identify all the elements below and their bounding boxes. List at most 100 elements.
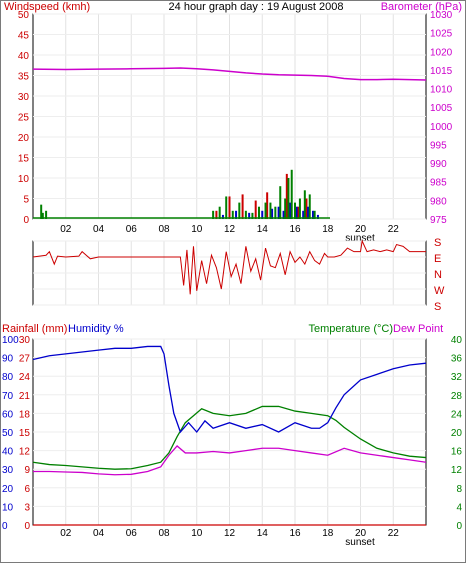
temperature-tick-label: 24 xyxy=(451,409,463,420)
rainfall-tick-label: 12 xyxy=(19,447,31,458)
wind-gust-bar xyxy=(295,206,298,219)
wind-speed-bar xyxy=(40,204,43,219)
p1-x-tick-label: 16 xyxy=(289,224,301,235)
humidity-tick-label: 90 xyxy=(2,354,14,365)
wind-speed-bar xyxy=(257,206,260,219)
p1-x-tick-label: 02 xyxy=(60,224,72,235)
rainfall-tick-label: 21 xyxy=(19,391,31,402)
wind-gust-bar xyxy=(271,208,274,219)
panel-1-sunset-label: sunset xyxy=(345,233,375,244)
windspeed-tick-label: 15 xyxy=(18,154,30,165)
humidity-axis-label: Humidity % xyxy=(68,323,124,335)
wind-gust-bar xyxy=(289,202,292,219)
humidity-line xyxy=(32,345,427,434)
wind-high-bar xyxy=(266,192,269,219)
wind-speed-bar xyxy=(244,210,247,219)
p1-x-tick-label: 14 xyxy=(257,224,269,235)
temperature-axis-label: Temperature (°C) xyxy=(309,323,393,335)
barometer-tick-label: 1030 xyxy=(430,10,453,21)
windspeed-tick-label: 30 xyxy=(18,92,30,103)
humidity-tick-label: 30 xyxy=(2,465,14,476)
rainfall-axis-ticks: 0 3 6 9 12 15 18 21 24 27 30 xyxy=(19,335,31,532)
wind-gust-bar xyxy=(282,210,285,219)
humidity-tick-label: 80 xyxy=(2,372,14,383)
p3-x-tick-label: 20 xyxy=(355,528,367,539)
p3-x-tick-label: 14 xyxy=(257,528,269,539)
p1-x-tick-label: 20 xyxy=(355,224,367,235)
temperature-tick-label: 8 xyxy=(456,484,462,495)
wind-gust-bar xyxy=(221,214,224,219)
rainfall-tick-label: 27 xyxy=(19,354,31,365)
barometer-line xyxy=(32,67,427,81)
humidity-tick-label: 20 xyxy=(2,484,14,495)
wind-speed-bar xyxy=(225,196,228,219)
wind-direction-line xyxy=(32,239,426,295)
rainfall-tick-label: 15 xyxy=(19,428,31,439)
rainfall-tick-label: 18 xyxy=(19,409,31,420)
wind-direction-series xyxy=(32,239,426,295)
panel-3-x-axis-ticks: 02 04 06 08 10 12 14 16 18 20 22 xyxy=(60,528,399,539)
windspeed-tick-label: 10 xyxy=(18,174,30,185)
rainfall-axis-label: Rainfall (mm) xyxy=(2,323,67,335)
temperature-tick-label: 28 xyxy=(451,391,463,402)
barometer-tick-label: 1015 xyxy=(430,66,453,77)
wind-gust-bar xyxy=(235,210,238,219)
temperature-line xyxy=(32,405,427,470)
wind-speed-bar xyxy=(269,202,272,219)
wind-high-bar xyxy=(297,206,300,219)
wind-speed-bar xyxy=(274,206,277,219)
windspeed-axis-ticks: 0 5 10 15 20 25 30 35 40 45 50 xyxy=(18,10,30,226)
wind-speed-bar xyxy=(290,169,293,219)
wind-gust-bar xyxy=(302,210,305,219)
wind-high-bar xyxy=(305,198,308,219)
barometer-series xyxy=(32,67,427,81)
wind-speed-bar xyxy=(218,206,221,219)
wind-speed-bar xyxy=(45,210,48,219)
barometer-axis-ticks: 975 980 985 990 995 1000 1005 1010 1015 1020 1025 1… xyxy=(430,10,453,226)
wind-gust-bar xyxy=(277,206,280,219)
barometer-tick-label: 975 xyxy=(430,215,447,226)
rainfall-tick-label: 9 xyxy=(24,465,30,476)
rainfall-tick-label: 30 xyxy=(19,335,31,346)
wind-speed-bar xyxy=(284,198,287,219)
p1-x-tick-label: 06 xyxy=(126,224,138,235)
barometer-tick-label: 1025 xyxy=(430,29,453,40)
humidity-tick-label: 40 xyxy=(2,447,14,458)
wind-speed-bar xyxy=(212,210,215,219)
p1-x-tick-label: 04 xyxy=(93,224,105,235)
p3-x-tick-label: 22 xyxy=(388,528,400,539)
temperature-tick-label: 12 xyxy=(451,465,463,476)
rainfall-tick-label: 3 xyxy=(24,502,30,513)
wind-speed-bar xyxy=(287,178,290,219)
humidity-tick-label: 60 xyxy=(2,409,14,420)
wind-gust-bar xyxy=(248,212,251,219)
rainfall-tick-label: 6 xyxy=(24,484,30,495)
temperature-tick-label: 16 xyxy=(451,447,463,458)
rainfall-tick-label: 0 xyxy=(24,521,30,532)
windspeed-tick-label: 45 xyxy=(18,31,30,42)
panel-3-sunset-label: sunset xyxy=(345,537,375,548)
p3-x-tick-label: 02 xyxy=(60,528,72,539)
barometer-tick-label: 1020 xyxy=(430,47,453,58)
temperature-tick-label: 20 xyxy=(451,428,463,439)
windspeed-tick-label: 35 xyxy=(18,72,30,83)
rainfall-tick-label: 24 xyxy=(19,372,31,383)
barometer-tick-label: 1010 xyxy=(430,85,453,96)
p3-x-tick-label: 08 xyxy=(158,528,170,539)
p1-x-tick-label: 10 xyxy=(191,224,203,235)
barometer-tick-label: 990 xyxy=(430,159,447,170)
windspeed-tick-label: 5 xyxy=(23,195,29,206)
wind-speed-bar xyxy=(264,202,267,219)
barometer-tick-label: 1005 xyxy=(430,103,453,114)
panel-1-x-axis-ticks: 02 04 06 08 10 12 14 16 18 20 22 xyxy=(60,224,399,235)
p3-x-tick-label: 10 xyxy=(191,528,203,539)
temperature-tick-label: 0 xyxy=(456,521,462,532)
direction-tick-label: N xyxy=(434,269,442,281)
wind-gust-bar xyxy=(316,214,319,219)
windspeed-tick-label: 20 xyxy=(18,133,30,144)
wind-speed-bar xyxy=(279,186,282,219)
